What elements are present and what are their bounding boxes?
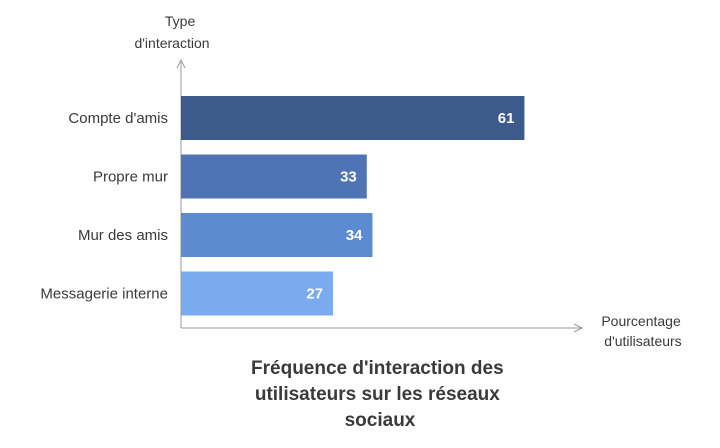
data-label: 27 (306, 286, 323, 303)
category-label: Compte d'amis (68, 110, 168, 127)
chart-title-line-3: sociaux (345, 410, 416, 431)
chart-title-line-1: Fréquence d'interaction des (251, 358, 504, 379)
bar (181, 154, 367, 199)
data-label: 34 (346, 227, 363, 244)
bars-group: Compte d'amis 61 Propre mur 33 Mur des amis 3… (40, 96, 525, 316)
x-axis-label-line-2: d'utilisateurs (604, 333, 681, 349)
y-axis-arrow (176, 58, 186, 69)
data-label: 33 (340, 169, 357, 186)
category-label: Mur des amis (78, 227, 168, 244)
bar (181, 96, 525, 140)
x-axis-label-line-1: Pourcentage (601, 313, 681, 329)
y-axis-label: Type d'interaction (134, 13, 209, 51)
bar (181, 213, 373, 257)
category-label: Propre mur (93, 169, 168, 186)
y-axis-label-line-1: Type (165, 13, 196, 29)
chart-title: Fréquence d'interaction des utilisateurs… (251, 358, 509, 431)
category-label: Messagerie interne (40, 286, 168, 303)
x-axis-label: Pourcentage d'utilisateurs (601, 313, 684, 349)
y-axis-label-line-2: d'interaction (134, 35, 209, 51)
bar (181, 271, 334, 316)
data-label: 61 (498, 110, 515, 127)
x-axis-arrow (573, 323, 584, 333)
chart-title-line-2: utilisateurs sur les réseaux (255, 384, 500, 405)
